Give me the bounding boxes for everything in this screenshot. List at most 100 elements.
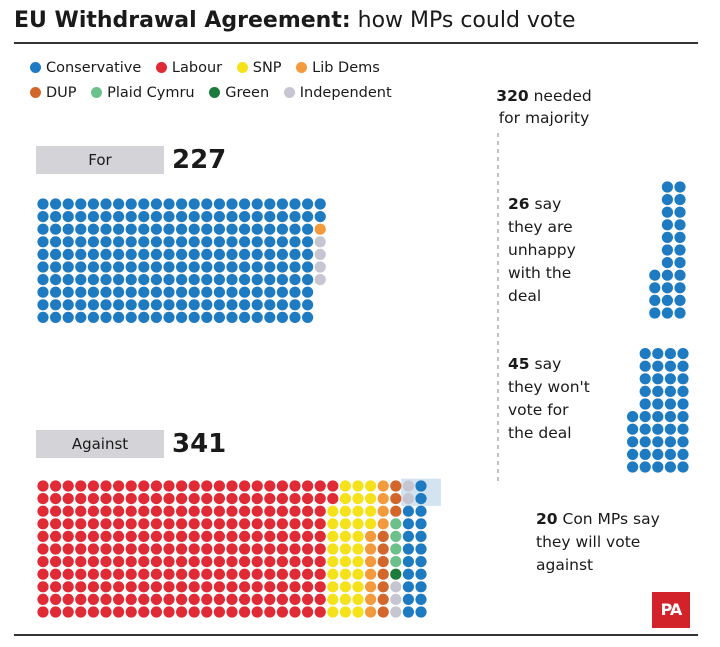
dot-conservative <box>100 274 112 286</box>
dot-labour <box>289 505 301 517</box>
dot-conservative <box>677 461 689 473</box>
for-total: 227 <box>172 145 227 175</box>
dot-conservative <box>677 360 689 372</box>
dot-conservative <box>87 223 99 235</box>
dot-conservative <box>276 274 288 286</box>
dot-labour <box>176 543 188 555</box>
dot-conservative <box>163 223 175 235</box>
majority-line2: for majority <box>498 109 590 127</box>
dot-snp <box>339 581 351 593</box>
dot-labour <box>327 493 339 505</box>
dot-conservative <box>289 248 301 260</box>
dot-snp <box>327 518 339 530</box>
dot-conservative <box>213 223 225 235</box>
dot-conservative <box>314 211 326 223</box>
dot-conservative <box>163 286 175 298</box>
dot-conservative <box>276 299 288 311</box>
dot-conservative <box>276 248 288 260</box>
dot-labour <box>276 581 288 593</box>
dot-conservative <box>251 299 263 311</box>
dot-labour <box>87 556 99 568</box>
legend-item-lib-dems: Lib Dems <box>296 56 380 81</box>
dot-conservative <box>289 223 301 235</box>
dot-dup <box>377 581 389 593</box>
dot-labour <box>302 518 314 530</box>
legend-swatch <box>155 62 167 73</box>
dot-conservative <box>113 211 125 223</box>
dot-conservative <box>37 236 49 248</box>
dot-conservative <box>302 211 314 223</box>
for-label: For <box>36 146 164 174</box>
dot-labour <box>113 581 125 593</box>
dot-labour <box>113 556 125 568</box>
dot-conservative <box>674 282 686 294</box>
dot-conservative <box>239 236 251 248</box>
legend-label: Independent <box>299 85 392 101</box>
dot-labour <box>100 543 112 555</box>
dot-labour <box>163 530 175 543</box>
legend-label: Green <box>225 85 270 101</box>
dot-conservative <box>652 360 664 372</box>
dot-snp <box>327 556 339 568</box>
dot-labour <box>113 530 125 543</box>
dot-labour <box>125 568 137 580</box>
dot-labour <box>87 593 99 606</box>
dot-snp <box>365 480 377 492</box>
dot-conservative <box>639 448 651 460</box>
dot-labour <box>314 581 326 593</box>
dot-dup <box>377 556 389 568</box>
dot-labour <box>276 593 288 606</box>
dot-conservative <box>415 518 427 530</box>
dot-conservative <box>639 360 651 372</box>
dot-conservative <box>677 385 689 397</box>
dot-conservative <box>289 236 301 248</box>
dot-conservative <box>125 274 137 286</box>
dot-conservative <box>201 286 213 298</box>
dot-conservative <box>239 223 251 235</box>
dot-conservative <box>661 282 674 294</box>
dot-labour <box>113 568 125 580</box>
chart-title-bold: EU Withdrawal Agreement: <box>14 8 351 33</box>
legend-label: SNP <box>252 60 282 76</box>
dot-conservative <box>276 211 288 223</box>
dot-conservative <box>251 274 263 286</box>
dot-conservative <box>639 436 651 448</box>
dot-labour <box>327 480 339 492</box>
dot-labour <box>150 493 162 505</box>
dot-conservative <box>188 211 200 223</box>
dot-labour <box>75 480 87 492</box>
dot-snp <box>327 606 339 618</box>
dot-labour <box>302 505 314 517</box>
dot-conservative <box>37 299 49 311</box>
dot-labour <box>276 543 288 555</box>
dot-conservative <box>226 274 238 286</box>
dot-labour <box>176 556 188 568</box>
dot-dup <box>390 480 402 492</box>
dot-labour <box>314 606 326 618</box>
dot-labour <box>188 530 200 543</box>
dot-conservative <box>661 244 674 256</box>
dot-labour <box>251 568 263 580</box>
dot-conservative <box>264 198 276 210</box>
dot-conservative <box>652 348 664 360</box>
dot-conservative <box>37 248 49 260</box>
dot-conservative <box>664 398 677 410</box>
dot-labour <box>100 606 112 618</box>
dot-snp <box>352 505 364 517</box>
dot-conservative <box>226 236 238 248</box>
dot-labour <box>188 568 200 580</box>
dot-conservative <box>150 274 162 286</box>
dot-labour <box>239 530 251 543</box>
dot-labour <box>125 480 137 492</box>
dot-conservative <box>138 299 150 311</box>
dot-conservative <box>226 286 238 298</box>
dot-conservative <box>138 223 150 235</box>
dot-conservative <box>188 299 200 311</box>
dot-conservative <box>302 274 314 286</box>
dot-lib-dems <box>365 556 377 568</box>
dot-conservative <box>50 248 62 260</box>
dot-lib-dems <box>377 505 389 517</box>
dot-conservative <box>664 436 677 448</box>
dot-labour <box>62 530 74 543</box>
dot-labour <box>264 556 276 568</box>
